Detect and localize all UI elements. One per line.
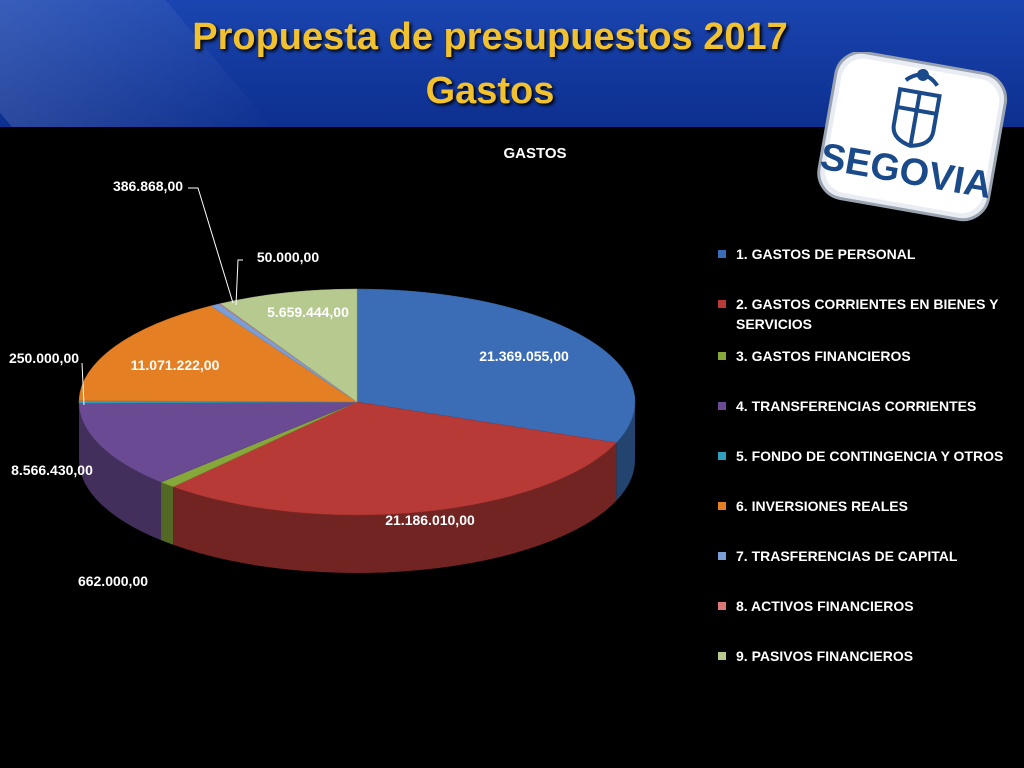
legend-swatch xyxy=(718,502,726,510)
legend-label: 9. PASIVOS FINANCIEROS xyxy=(736,648,914,664)
data-label-9: 5.659.444,00 xyxy=(267,304,349,320)
legend-label: 8. ACTIVOS FINANCIEROS xyxy=(736,598,914,614)
slice-9 xyxy=(219,288,358,403)
data-label-7: 386.868,00 xyxy=(113,178,183,194)
leader-line-5 xyxy=(81,362,85,406)
data-label-5: 250.000,00 xyxy=(9,350,79,366)
slice-6 xyxy=(78,305,358,403)
data-label-3: 662.000,00 xyxy=(78,573,148,589)
legend-swatch xyxy=(718,452,726,460)
slice-side-4 xyxy=(79,403,162,541)
slice-1 xyxy=(356,288,636,444)
legend-swatch xyxy=(718,552,726,560)
data-label-1: 21.369.055,00 xyxy=(479,348,569,364)
pie-chart: GASTOS 21.369.055,00 21.186.010,00 662.000… xyxy=(9,145,636,589)
leader-line-7 xyxy=(188,187,234,304)
leader-line-8 xyxy=(235,259,243,306)
data-label-6: 11.071.222,00 xyxy=(131,357,220,373)
slice-side-2 xyxy=(173,442,617,573)
legend-label: 6. INVERSIONES REALES xyxy=(736,498,908,514)
legend-swatch xyxy=(718,250,726,258)
legend-swatch xyxy=(718,300,726,308)
data-label-8: 50.000,00 xyxy=(257,249,319,265)
data-label-2: 21.186.010,00 xyxy=(385,512,475,528)
legend-label: 5. FONDO DE CONTINGENCIA Y OTROS xyxy=(736,448,1004,464)
legend-swatch xyxy=(718,602,726,610)
slide-title: Propuesta de presupuestos 2017 xyxy=(192,16,788,58)
legend-swatch xyxy=(718,352,726,360)
legend-label: 1. GASTOS DE PERSONAL xyxy=(736,246,916,262)
chart-title: GASTOS xyxy=(503,145,566,162)
slice-side-3 xyxy=(161,482,174,545)
legend-label: 3. GASTOS FINANCIEROS xyxy=(736,348,911,364)
segovia-logo: SEGOVIA xyxy=(817,52,1008,222)
coat-of-arms-icon xyxy=(891,68,942,148)
slide-subtitle: Gastos xyxy=(425,70,555,112)
legend-swatch xyxy=(718,652,726,660)
slice-4 xyxy=(78,401,358,483)
legend-label: 4. TRANSFERENCIAS CORRIENTES xyxy=(736,398,977,414)
slice-2 xyxy=(172,401,617,516)
legend-swatch xyxy=(718,402,726,410)
data-label-4: 8.566.430,00 xyxy=(11,462,93,478)
slice-side-1 xyxy=(616,402,635,501)
legend-label: 2. GASTOS CORRIENTES EN BIENES Y SERVICI… xyxy=(736,296,999,332)
legend-label: 7. TRASFERENCIAS DE CAPITAL xyxy=(736,548,958,564)
